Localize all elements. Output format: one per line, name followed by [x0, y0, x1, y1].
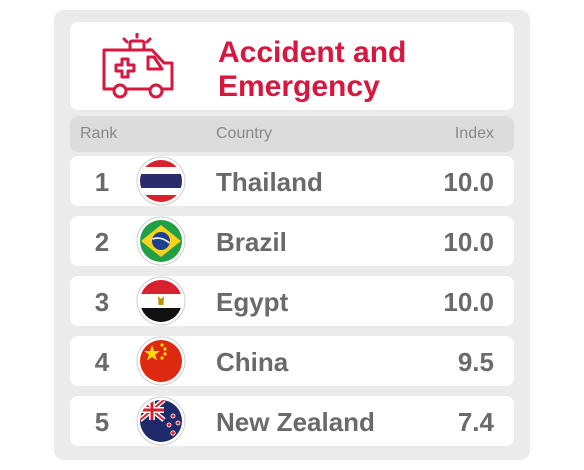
- ranking-card: Accident and Emergency Rank Country Inde…: [54, 10, 530, 460]
- row-country: New Zealand: [216, 407, 375, 437]
- card-header: Accident and Emergency: [70, 22, 514, 110]
- table-row: 3 Egypt 10.0: [70, 276, 514, 326]
- row-rank: 5: [94, 407, 110, 437]
- table-row: 1 Thailand 10.0: [70, 156, 514, 206]
- row-rank: 1: [94, 167, 110, 197]
- column-rank: Rank: [80, 125, 118, 142]
- column-country: Country: [216, 125, 273, 142]
- row-country: China: [216, 347, 289, 377]
- row-country: Brazil: [216, 227, 287, 257]
- row-country: Thailand: [216, 167, 323, 197]
- new-zealand-flag-icon: [136, 396, 186, 446]
- ambulance-icon: [102, 33, 174, 99]
- row-country: Egypt: [216, 287, 289, 317]
- table-row: 4 China 9.5: [70, 336, 514, 386]
- brazil-flag-icon: [136, 216, 186, 266]
- row-index: 10.0: [443, 167, 494, 197]
- table-row: 5 New Zealand 7.4: [70, 396, 514, 446]
- thailand-flag-icon: [136, 156, 186, 206]
- row-rank: 4: [94, 347, 110, 377]
- column-index: Index: [454, 125, 494, 142]
- row-rank: 2: [94, 227, 110, 257]
- egypt-flag-icon: [136, 276, 186, 326]
- china-flag-icon: [136, 336, 186, 386]
- table-row: 2 Brazil 10.0: [70, 216, 514, 266]
- row-index: 9.5: [457, 347, 494, 377]
- row-index: 10.0: [443, 287, 494, 317]
- row-rank: 3: [94, 287, 110, 317]
- column-header: Rank Country Index: [70, 116, 514, 152]
- row-index: 7.4: [457, 407, 494, 437]
- header-title: Accident and Emergency: [218, 36, 407, 103]
- row-index: 10.0: [443, 227, 494, 257]
